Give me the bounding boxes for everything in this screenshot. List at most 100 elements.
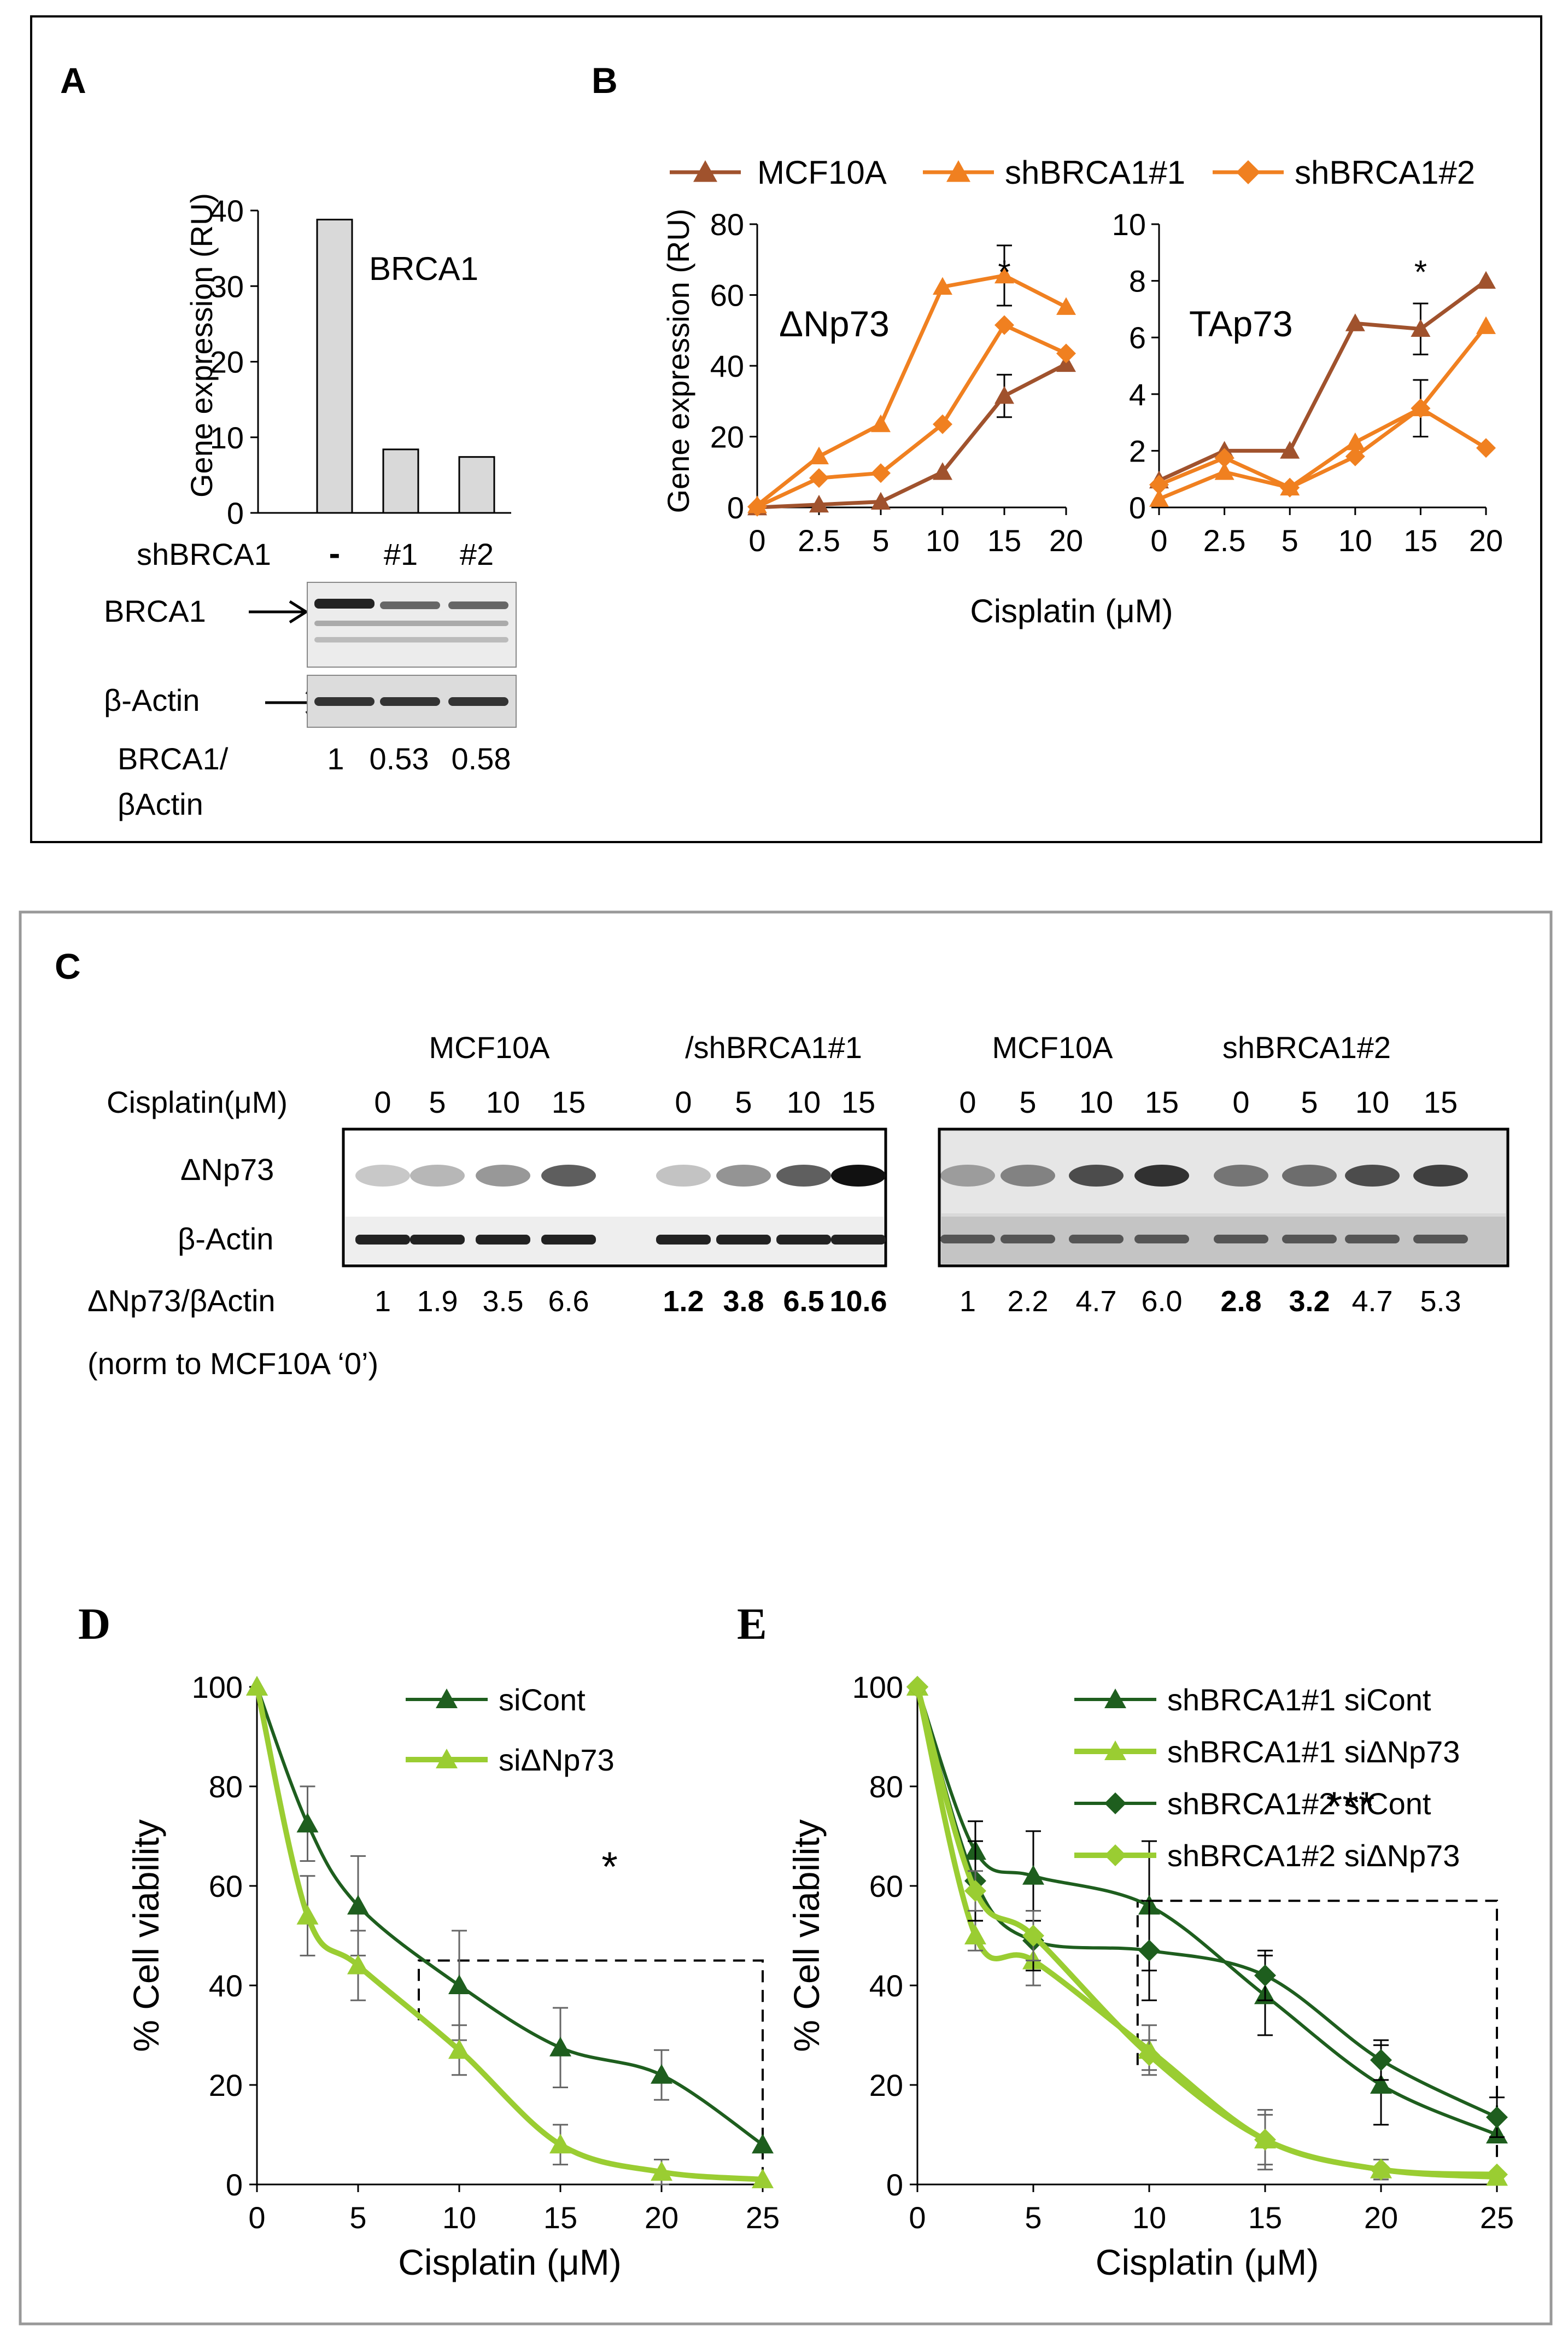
band <box>1134 1235 1189 1243</box>
y-tick-label: 10 <box>1112 207 1146 242</box>
ratio-value: 1.9 <box>417 1285 458 1318</box>
group-label: MCF10A <box>992 1030 1114 1065</box>
y-tick-label: 8 <box>1129 264 1146 299</box>
dose-label: 0 <box>1232 1085 1249 1119</box>
band <box>541 1165 596 1187</box>
band <box>716 1165 771 1187</box>
legend-label: shBRCA1#2 <box>1295 154 1475 191</box>
band <box>716 1235 771 1245</box>
series-line <box>1158 279 1488 482</box>
data-point <box>246 1676 268 1696</box>
data-point <box>809 494 829 513</box>
data-point <box>448 2039 470 2059</box>
y-tick-label: 20 <box>210 345 244 379</box>
bar <box>458 456 495 514</box>
data-point <box>994 265 1014 284</box>
group-label: MCF10A <box>429 1030 551 1065</box>
data-point <box>964 1880 986 1902</box>
dose-label: 0 <box>374 1085 391 1119</box>
dose-label: 10 <box>1355 1085 1389 1119</box>
chart-e: 0 20 40 60 80 100 0 5 10 15 20 25 Cisplatin (μM) % Ce… <box>786 1670 1514 2282</box>
significance-box <box>1136 1900 1498 2175</box>
ratio-value: 1.2 <box>663 1285 704 1318</box>
y-tick-label: 10 <box>210 420 244 455</box>
dnp73-row-label: ΔNp73 <box>180 1152 274 1187</box>
legend-label: shBRCA1#2 siΔNp73 <box>1167 1838 1460 1873</box>
ratio-value: 4.7 <box>1075 1285 1116 1318</box>
y-tick-label: 4 <box>1129 377 1146 412</box>
dose-label: 0 <box>675 1085 692 1119</box>
data-point <box>1476 271 1496 289</box>
dose-label: 5 <box>1301 1085 1318 1119</box>
legend-marker <box>436 1689 458 1708</box>
data-point <box>809 446 829 465</box>
x-tick-label: 0 <box>1150 523 1167 558</box>
legend-label: shBRCA1#1 siCont <box>1167 1682 1431 1717</box>
y-tick-label: 0 <box>226 2168 243 2202</box>
y-tick-label: 100 <box>852 1670 903 1704</box>
x-tick-label: 10 <box>1132 2200 1166 2235</box>
band <box>1001 1235 1055 1243</box>
bar <box>382 448 419 514</box>
band <box>410 1235 465 1245</box>
legend-label: shBRCA1#2 siCont <box>1167 1786 1431 1821</box>
band <box>940 1235 995 1243</box>
data-point <box>964 1925 986 1944</box>
legend-marker <box>436 1749 458 1768</box>
ratio-value: 3.8 <box>723 1285 764 1318</box>
y-tick-label: 0 <box>1129 490 1146 525</box>
series-line <box>1158 325 1488 501</box>
legend-label: shBRCA1#1 <box>1005 154 1185 191</box>
data-point <box>1345 313 1365 331</box>
y-tick-label: 60 <box>209 1869 243 1903</box>
x-tick-label: 5 <box>349 2200 366 2235</box>
legend-marker <box>1104 1689 1126 1708</box>
y-tick-label: 20 <box>869 2068 903 2102</box>
data-point <box>1138 1939 1160 1962</box>
band <box>314 697 375 706</box>
band <box>1069 1235 1124 1243</box>
panel-label-a: A <box>60 60 86 101</box>
bottom-panel-frame <box>19 910 1553 2326</box>
dose-label: 15 <box>1424 1085 1458 1119</box>
x-tick-label: 25 <box>746 2200 780 2235</box>
data-point <box>296 1813 319 1833</box>
lane-label: #2 <box>460 537 494 571</box>
band <box>1214 1165 1268 1187</box>
y-axis-label: Gene expression (RU) <box>661 208 695 513</box>
band <box>1282 1235 1337 1243</box>
x-tick-label: 10 <box>442 2200 476 2235</box>
legend-marker <box>1104 1844 1126 1866</box>
bar <box>316 219 353 514</box>
ratio-value: 3.5 <box>482 1285 523 1318</box>
ratio-value: 10.6 <box>829 1285 887 1318</box>
group-label: shBRCA1#2 <box>1222 1030 1391 1065</box>
x-tick-label: 20 <box>1364 2200 1398 2235</box>
band <box>1214 1235 1268 1243</box>
data-point <box>549 2134 571 2154</box>
chart-a: 0 10 20 30 40 BRCA1 Gene expression (RU) <box>184 193 511 530</box>
band <box>656 1165 711 1187</box>
legend-marker <box>946 160 970 182</box>
y-tick-label: 20 <box>209 2068 243 2102</box>
legend-label: siCont <box>499 1682 586 1717</box>
x-tick-label: 15 <box>1403 523 1437 558</box>
x-axis-label: Cisplatin (μM) <box>398 2242 621 2282</box>
significance-marker: * <box>601 1844 618 1890</box>
actin-row-label: β-Actin <box>178 1222 273 1256</box>
ratio-value: 2.2 <box>1007 1285 1048 1318</box>
data-point <box>1149 475 1169 495</box>
band <box>831 1235 886 1245</box>
y-tick-label: 2 <box>1129 434 1146 468</box>
band <box>1413 1235 1468 1243</box>
y-tick-label: 100 <box>192 1670 243 1704</box>
band <box>380 697 440 706</box>
band <box>541 1235 596 1245</box>
data-point <box>1411 319 1431 337</box>
dose-label: 15 <box>552 1085 586 1119</box>
dose-label: 5 <box>1019 1085 1036 1119</box>
data-point <box>994 315 1014 335</box>
band <box>1345 1165 1400 1187</box>
band <box>355 1165 410 1187</box>
